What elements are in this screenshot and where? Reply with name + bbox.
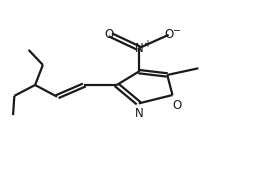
Text: O: O	[164, 28, 173, 41]
Text: N: N	[134, 42, 143, 55]
Text: N: N	[134, 107, 143, 120]
Text: O: O	[104, 28, 114, 41]
Text: −: −	[173, 27, 181, 37]
Text: +: +	[143, 39, 151, 49]
Text: O: O	[172, 99, 182, 112]
